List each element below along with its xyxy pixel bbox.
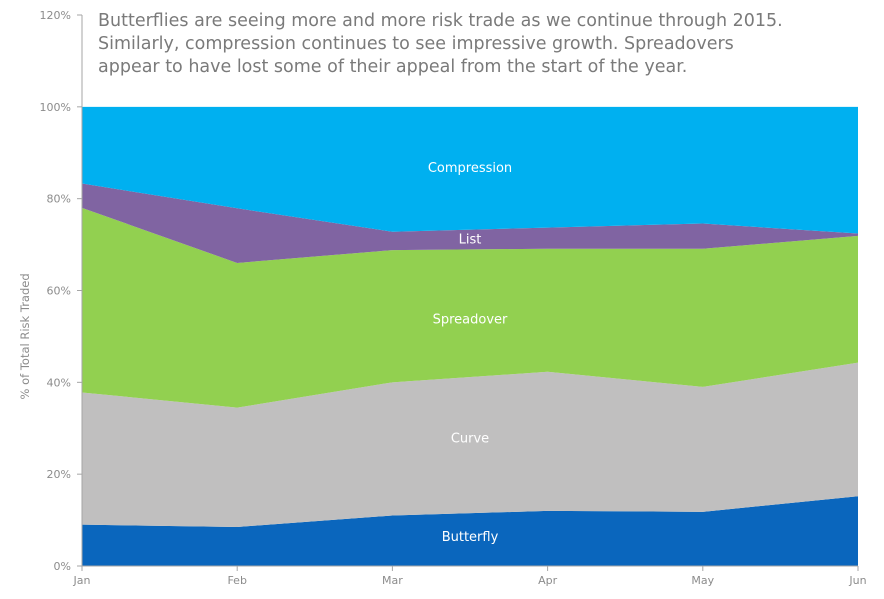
y-tick-label: 120% (40, 9, 71, 22)
series-label-butterfly: Butterfly (442, 530, 499, 545)
area-layers (82, 106, 858, 566)
area-compression (82, 106, 858, 234)
x-tick-label: Jan (73, 574, 91, 587)
area-spreadover (82, 207, 858, 408)
y-tick-label: 0% (54, 560, 71, 573)
series-labels: Butterfly Curve Spreadover List Compression (428, 161, 512, 545)
chart-title: Butterflies are seeing more and more ris… (98, 11, 783, 77)
series-label-list: List (459, 233, 482, 248)
y-axis-title: % of Total Risk Traded (18, 273, 32, 399)
axes: 0% 20% 40% 60% 80% 100% 120% Jan Feb Mar Apr May Jun… (18, 9, 867, 587)
y-tick-label: 60% (47, 285, 71, 298)
x-tick-label: Mar (382, 574, 403, 587)
series-label-curve: Curve (451, 431, 489, 446)
x-tick-label: Apr (538, 574, 558, 587)
x-tick-label: May (691, 574, 714, 587)
x-tick-label: Feb (227, 574, 246, 587)
y-tick-label: 80% (47, 193, 71, 206)
series-label-spreadover: Spreadover (433, 313, 508, 328)
y-tick-label: 100% (40, 101, 71, 114)
series-label-compression: Compression (428, 161, 512, 176)
y-tick-label: 20% (47, 468, 71, 481)
y-tick-label: 40% (47, 376, 71, 389)
area-list (82, 183, 858, 263)
x-tick-label: Jun (848, 574, 866, 587)
area-curve (82, 362, 858, 527)
area-butterfly (82, 496, 858, 566)
